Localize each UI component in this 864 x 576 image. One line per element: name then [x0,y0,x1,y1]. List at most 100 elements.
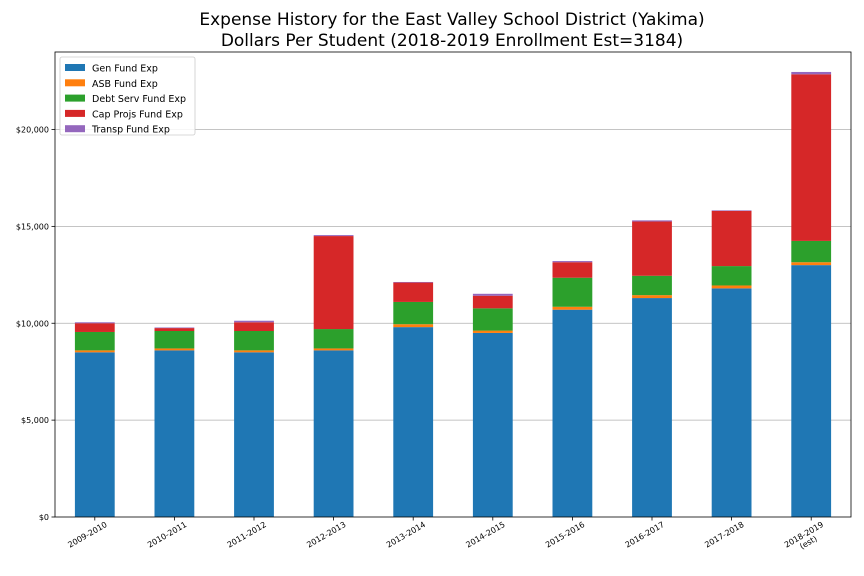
bar-segment [234,350,274,353]
x-tick-label: 2014-2015 [464,520,506,550]
y-tick-label: $20,000 [16,126,49,135]
bar-segment [552,306,593,310]
legend-label: Gen Fund Exp [92,64,158,75]
x-tick-label-line: 2017-2018 [703,520,745,550]
x-tick-label-line: 2012-2013 [305,520,347,550]
x-tick-label: 2017-2018 [703,520,745,550]
legend-swatch [65,79,85,87]
y-tick-label: $0 [39,513,49,522]
bar-segment [313,348,354,351]
x-tick-label-line: 2015-2016 [544,520,586,550]
y-tick-label: $10,000 [16,319,49,328]
legend-swatch [65,94,85,102]
legend-label: Cap Projs Fund Exp [92,109,183,120]
bar-segment [711,210,752,267]
x-tick-label: 2016-2017 [624,520,666,550]
x-tick-label-line: 2011-2012 [226,520,268,550]
chart-title: Expense History for the East Valley Scho… [199,10,704,30]
bar-segment [234,322,274,331]
y-tick-label: $5,000 [21,416,49,425]
bar-segment [313,329,354,349]
bar-segment [472,330,513,333]
bar-segment [711,288,752,517]
legend-label: Debt Serv Fund Exp [92,94,186,105]
x-tick-label-line: 2016-2017 [624,520,666,550]
bar-segment [632,298,672,517]
bar-segment [791,265,832,517]
legend-swatch [65,64,85,71]
bar-segment [552,261,593,263]
x-tick-label: 2011-2012 [226,520,268,550]
bar-segment [791,262,832,266]
bar-segment [472,332,513,517]
bar-stack [74,322,115,517]
plot-area [54,51,852,518]
legend-label: Transp Fund Exp [91,125,170,136]
bar-stack [711,210,752,517]
legend-swatch [65,109,85,117]
y-axis: $0 $5,000 $10,000 $15,000 $20,000 [16,126,55,522]
bar-segment [154,327,195,329]
chart-subtitle: Dollars Per Student (2018-2019 Enrollmen… [221,31,683,51]
bar-stack [154,327,195,517]
bar-segment [791,74,832,241]
bar-segment [552,277,593,307]
bar-segment [234,352,274,517]
bar-segment [552,262,593,278]
bar-segment [393,281,434,283]
x-tick-label: 2012-2013 [305,520,347,550]
x-tick-label: 2013-2014 [385,520,427,550]
x-tick-label-line: 2013-2014 [385,520,427,550]
bar-segment [632,221,672,276]
x-tick-label-line: 2010-2011 [146,520,188,550]
x-tick-label: 2010-2011 [146,520,188,550]
bar-segment [74,331,115,351]
legend-box [59,56,196,136]
bar-segment [74,350,115,353]
bar-segment [711,266,752,286]
bar-segment [154,348,195,351]
bar-segment [472,293,513,296]
legend: Gen Fund Exp ASB Fund Exp Debt Serv Fund E… [59,56,196,136]
bar-segment [791,71,832,75]
legend-label: ASB Fund Exp [92,79,158,90]
bar-stack [393,281,434,517]
bar-segment [393,301,434,325]
bar-stack [632,220,672,517]
bar-segment [74,323,115,332]
bar-segment [632,275,672,296]
bar-segment [74,322,115,324]
bar-segment [393,324,434,328]
legend-swatch [65,125,85,133]
bar-segment [154,328,195,331]
bar-stack [552,261,593,517]
x-tick-label-line: 2014-2015 [464,520,506,550]
bars [74,71,832,517]
bar-segment [154,331,195,349]
bar-segment [552,309,593,517]
bar-stack [472,293,513,517]
bar-segment [393,282,434,302]
bar-segment [711,285,752,289]
x-tick-label: 2009-2010 [66,520,108,550]
bar-segment [74,352,115,517]
bar-segment [472,308,513,331]
bar-segment [791,240,832,263]
bar-segment [393,327,434,517]
bar-segment [472,295,513,309]
x-axis: 2009-2010 2010-2011 2011-2012 2012-2013 2013… [66,517,830,557]
x-tick-label-line: 2009-2010 [66,520,108,550]
bar-segment [313,236,354,330]
bar-segment [313,235,354,237]
bar-segment [154,350,195,517]
x-tick-label: 2018-2019(est) [783,520,830,557]
bar-stack [234,320,274,517]
bar-segment [711,210,752,211]
bar-segment [632,220,672,222]
bar-segment [632,295,672,299]
y-tick-label: $15,000 [16,222,49,231]
x-tick-label: 2015-2016 [544,520,586,550]
bar-stack [791,71,832,517]
bar-segment [234,331,274,351]
